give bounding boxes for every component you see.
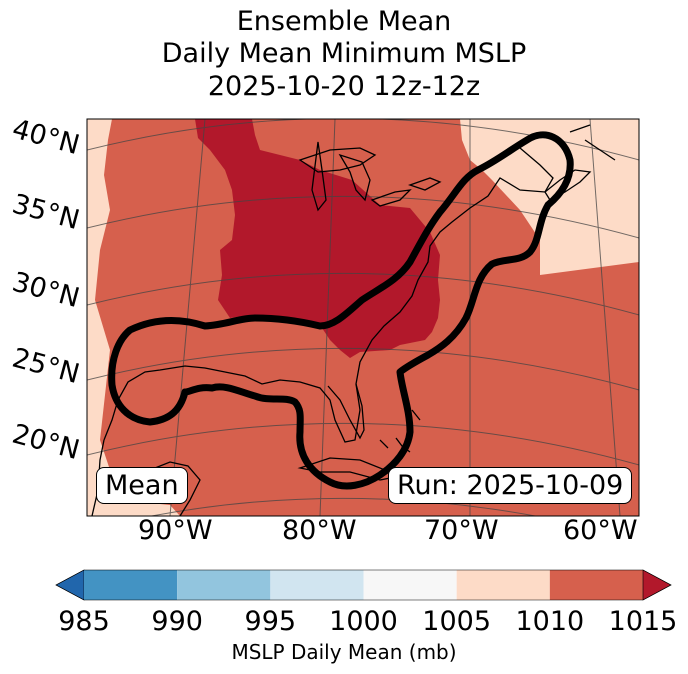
colorbar-tick-label: 1015: [608, 606, 678, 637]
colorbar-tick-label: 1000: [329, 606, 398, 637]
title-line-3: 2025-10-20 12z-12z: [207, 71, 481, 102]
lon-label-80: 80°W: [282, 515, 357, 546]
colorbar-extend-low: [55, 569, 85, 601]
colorbar-segment: [84, 570, 178, 600]
colorbar-segment: [177, 570, 271, 600]
lon-label-60: 60°W: [563, 515, 638, 546]
colorbar-segment: [456, 570, 550, 600]
mean-label-box: Mean: [96, 467, 188, 504]
colorbar-segment: [363, 570, 457, 600]
pressure-field-1015: [195, 119, 440, 358]
colorbar-tick-label: 985: [58, 606, 110, 637]
colorbar-tick-label: 1005: [422, 606, 492, 637]
colorbar-segment: [549, 570, 643, 600]
colorbar-tick-label: 995: [244, 606, 297, 637]
coastlines: [91, 124, 616, 516]
colorbar-tick-label: 1010: [515, 606, 585, 637]
map-frame: [86, 118, 640, 517]
mslp-contour: [108, 131, 574, 490]
colorbar-extend-high: [642, 569, 672, 601]
colorbar-tick-label: 990: [151, 606, 203, 637]
colorbar: [55, 569, 672, 601]
title-line-2: Daily Mean Minimum MSLP: [161, 38, 527, 69]
lon-label-70: 70°W: [424, 515, 499, 546]
colorbar-segment: [270, 570, 364, 600]
title-line-1: Ensemble Mean: [236, 6, 452, 37]
colorbar-label: MSLP Daily Mean (mb): [231, 640, 457, 664]
run-date-box: Run: 2025-10-09: [388, 467, 633, 504]
colorbar-outline: [55, 569, 672, 601]
lon-label-90: 90°W: [138, 515, 213, 546]
